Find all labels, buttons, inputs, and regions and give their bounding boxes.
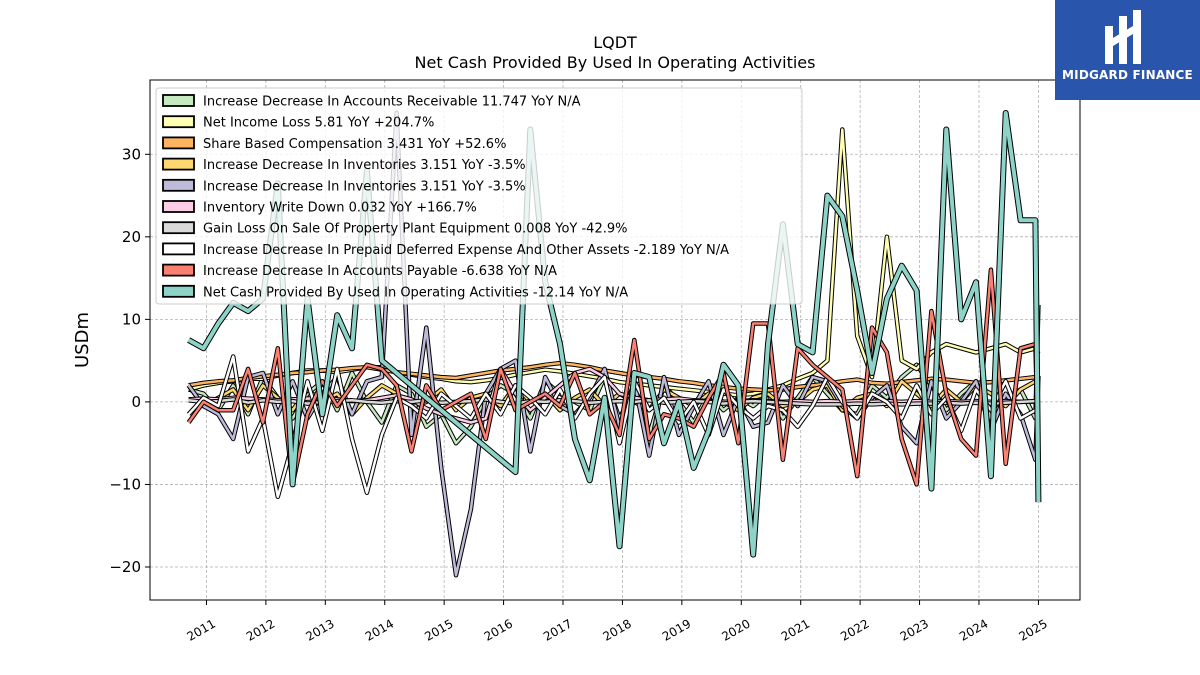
series-line xyxy=(188,361,1040,392)
x-tick-label: 2020 xyxy=(719,616,752,643)
x-tick-label: 2019 xyxy=(660,616,693,643)
brand-logo: MIDGARD FINANCE xyxy=(1055,0,1200,100)
legend-swatch xyxy=(162,221,195,235)
y-tick-label: 10 xyxy=(122,310,141,328)
legend-label: Gain Loss On Sale Of Property Plant Equi… xyxy=(203,222,627,237)
legend-swatch xyxy=(162,157,195,171)
legend-swatch xyxy=(162,136,195,150)
x-tick-label: 2015 xyxy=(422,616,455,643)
legend-swatch xyxy=(162,115,195,129)
x-tick-label: 2024 xyxy=(957,616,990,643)
x-tick-label: 2018 xyxy=(600,616,633,643)
legend: Increase Decrease In Accounts Receivable… xyxy=(155,87,803,305)
y-tick-label: 0 xyxy=(131,393,141,411)
legend-label: Increase Decrease In Accounts Receivable… xyxy=(203,95,581,110)
legend-swatch xyxy=(162,200,195,213)
x-tick-label: 2016 xyxy=(482,616,515,643)
brand-mark-icon xyxy=(1105,10,1141,64)
y-axis-label: USDm xyxy=(72,312,93,368)
y-tick-label: 20 xyxy=(122,228,141,246)
legend-swatch xyxy=(162,263,195,277)
legend-label: Increase Decrease In Inventories 3.151 Y… xyxy=(203,179,526,194)
legend-swatch xyxy=(162,94,195,107)
series-line xyxy=(187,268,1040,486)
legend-swatch xyxy=(162,284,195,298)
x-tick-label: 2022 xyxy=(838,616,871,643)
y-tick-label: −20 xyxy=(109,558,141,576)
legend-swatch xyxy=(162,178,195,192)
y-tick-label: −10 xyxy=(109,475,141,493)
series-lines xyxy=(186,110,1042,578)
legend-label: Increase Decrease In Inventories 3.151 Y… xyxy=(203,158,526,173)
x-tick-label: 2011 xyxy=(184,616,217,643)
legend-box xyxy=(155,87,803,305)
chart-subtitle: Net Cash Provided By Used In Operating A… xyxy=(415,53,816,72)
x-tick-label: 2014 xyxy=(363,616,396,643)
legend-label: Net Income Loss 5.81 YoY +204.7% xyxy=(203,116,434,131)
x-tick-label: 2013 xyxy=(303,616,336,643)
legend-label: Increase Decrease In Prepaid Deferred Ex… xyxy=(203,243,729,258)
x-tick-label: 2017 xyxy=(541,616,574,643)
x-tick-label: 2025 xyxy=(1016,616,1049,643)
legend-label: Share Based Compensation 3.431 YoY +52.6… xyxy=(203,137,506,152)
y-tick-label: 30 xyxy=(122,145,141,163)
plot-frame xyxy=(149,79,1081,601)
legend-label: Net Cash Provided By Used In Operating A… xyxy=(203,285,628,300)
x-tick-label: 2023 xyxy=(898,616,931,643)
x-tick-label: 2021 xyxy=(779,616,812,643)
brand-name: MIDGARD FINANCE xyxy=(1062,68,1193,82)
legend-label: Inventory Write Down 0.032 YoY +166.7% xyxy=(203,201,477,216)
x-tick-label: 2012 xyxy=(244,616,277,643)
legend-swatch xyxy=(162,242,195,256)
legend-label: Increase Decrease In Accounts Payable -6… xyxy=(203,264,557,279)
chart-title: LQDT xyxy=(593,33,637,52)
series-line xyxy=(187,355,1040,499)
series-line xyxy=(187,111,1041,557)
